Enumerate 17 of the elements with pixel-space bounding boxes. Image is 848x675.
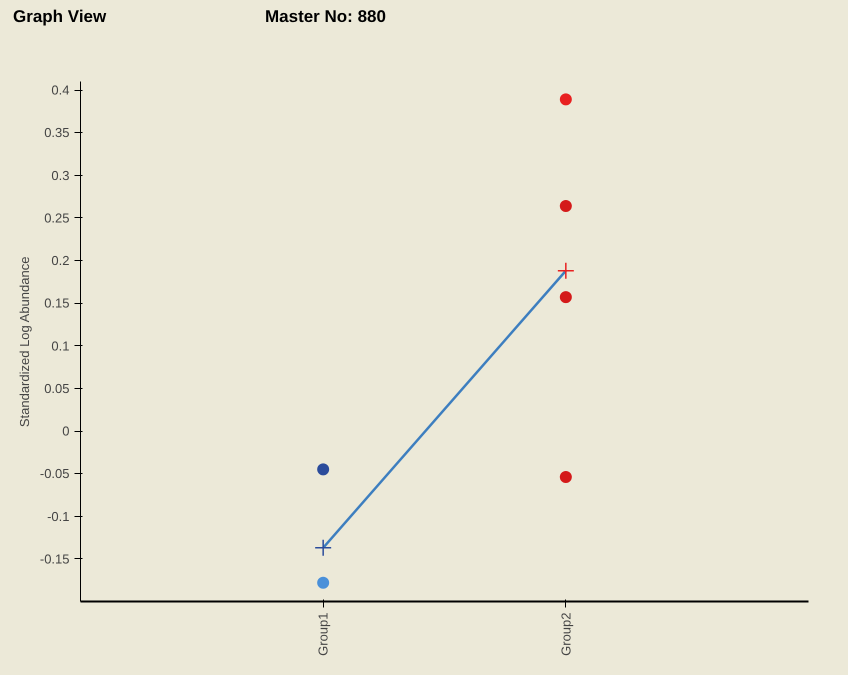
y-tick-label: 0.2 <box>51 253 70 268</box>
y-tick-label: 0.05 <box>44 380 70 396</box>
y-tick-label: 0 <box>62 424 70 439</box>
y-tick-label: 0.4 <box>51 82 70 98</box>
y-axis-title: Standardized Log Abundance <box>16 256 32 428</box>
x-tick-label: Group1 <box>316 612 331 656</box>
chart-subtitle: Master No: 880 <box>265 6 386 28</box>
y-tick-label: 0.35 <box>44 125 70 140</box>
y-tick-label: 0.1 <box>51 338 70 354</box>
y-tick-label: -0.15 <box>40 551 70 566</box>
y-tick-label: -0.05 <box>40 466 70 482</box>
chart-title: Graph View <box>13 6 106 28</box>
y-tick-label: 0.15 <box>44 296 70 311</box>
y-tick-label: 0.25 <box>44 210 70 226</box>
x-tick-label: Group2 <box>558 612 574 656</box>
y-tick-label: 0.3 <box>51 168 70 183</box>
y-tick-label: -0.1 <box>47 508 70 524</box>
